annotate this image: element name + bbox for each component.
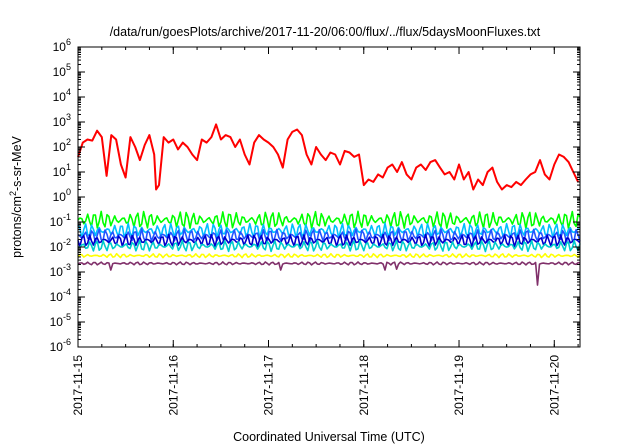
y-tick-label-12: 10-6 [50,337,71,354]
y-tick-base-12: 10 [50,340,64,354]
y-tick-label-9: 10-3 [50,262,71,279]
y-tick-label-5: 101 [53,162,71,179]
y-tick-label-4: 102 [53,137,71,154]
y-tick-base-9: 10 [50,265,64,279]
y-tick-exp-11: -5 [63,312,71,322]
y-tick-exp-12: -6 [63,337,71,347]
y-tick-label-6: 100 [53,187,71,204]
y-axis-label-rest: -s-sr-MeV [10,135,24,191]
y-tick-exp-1: 5 [66,62,71,72]
y-tick-base-6: 10 [53,190,67,204]
y-tick-exp-2: 4 [66,87,71,97]
y-tick-exp-0: 6 [66,37,71,47]
x-tick-label-0: 2017-11-15 [71,355,85,416]
plot-frame [77,46,581,348]
y-tick-base-7: 10 [50,215,64,229]
y-tick-exp-7: -1 [63,212,71,222]
y-tick-base-5: 10 [53,165,67,179]
y-tick-base-0: 10 [53,40,67,54]
y-tick-label-2: 104 [53,87,71,104]
y-tick-exp-10: -4 [63,287,71,297]
x-axis: 2017-11-15 2017-11-16 2017-11-17 2017-11-18… [71,47,579,416]
y-tick-label-1: 105 [53,62,71,79]
x-tick-label-5: 2017-11-20 [547,355,561,416]
y-tick-label-0: 106 [53,37,71,54]
y-tick-base-2: 10 [53,90,67,104]
series-line-6 [77,252,581,259]
series-line-3 [77,228,581,244]
y-tick-base-11: 10 [50,315,64,329]
x-axis-label: Coordinated Universal Time (UTC) [233,430,425,444]
y-axis-label-sup: 2 [8,191,18,196]
y-tick-label-11: 10-5 [50,312,71,329]
y-tick-base-1: 10 [53,65,67,79]
y-axis: 10610510410310210110010-110-210-310-410-… [50,37,580,354]
y-tick-label-7: 10-1 [50,212,71,229]
x-tick-label-3: 2017-11-18 [357,355,371,416]
y-tick-base-8: 10 [50,240,64,254]
y-tick-label-3: 103 [53,112,71,129]
y-tick-exp-5: 1 [66,162,71,172]
y-tick-exp-9: -3 [63,262,71,272]
series-line-1 [77,210,581,230]
series-line-4 [77,233,581,248]
series-layer [77,123,581,286]
series-line-5 [77,239,581,253]
y-tick-label-8: 10-2 [50,237,71,254]
y-tick-base-3: 10 [53,115,67,129]
y-tick-exp-3: 3 [66,112,71,122]
y-tick-base-10: 10 [50,290,64,304]
x-tick-label-2: 2017-11-17 [262,355,276,416]
y-tick-exp-6: 0 [66,187,71,197]
y-tick-base-4: 10 [53,140,67,154]
y-tick-exp-4: 2 [66,137,71,147]
y-axis-label: protons/cm2-s-sr-MeV [8,135,24,257]
series-line-7 [77,261,581,286]
series-line-0 [77,123,579,191]
x-tick-label-1: 2017-11-16 [166,355,180,416]
x-tick-label-4: 2017-11-19 [452,355,466,416]
y-tick-exp-8: -2 [63,237,71,247]
y-tick-label-10: 10-4 [50,287,71,304]
chart-title: /data/run/goesPlots/archive/2017-11-20/0… [110,25,541,39]
y-axis-label-base: protons/cm [10,196,24,258]
